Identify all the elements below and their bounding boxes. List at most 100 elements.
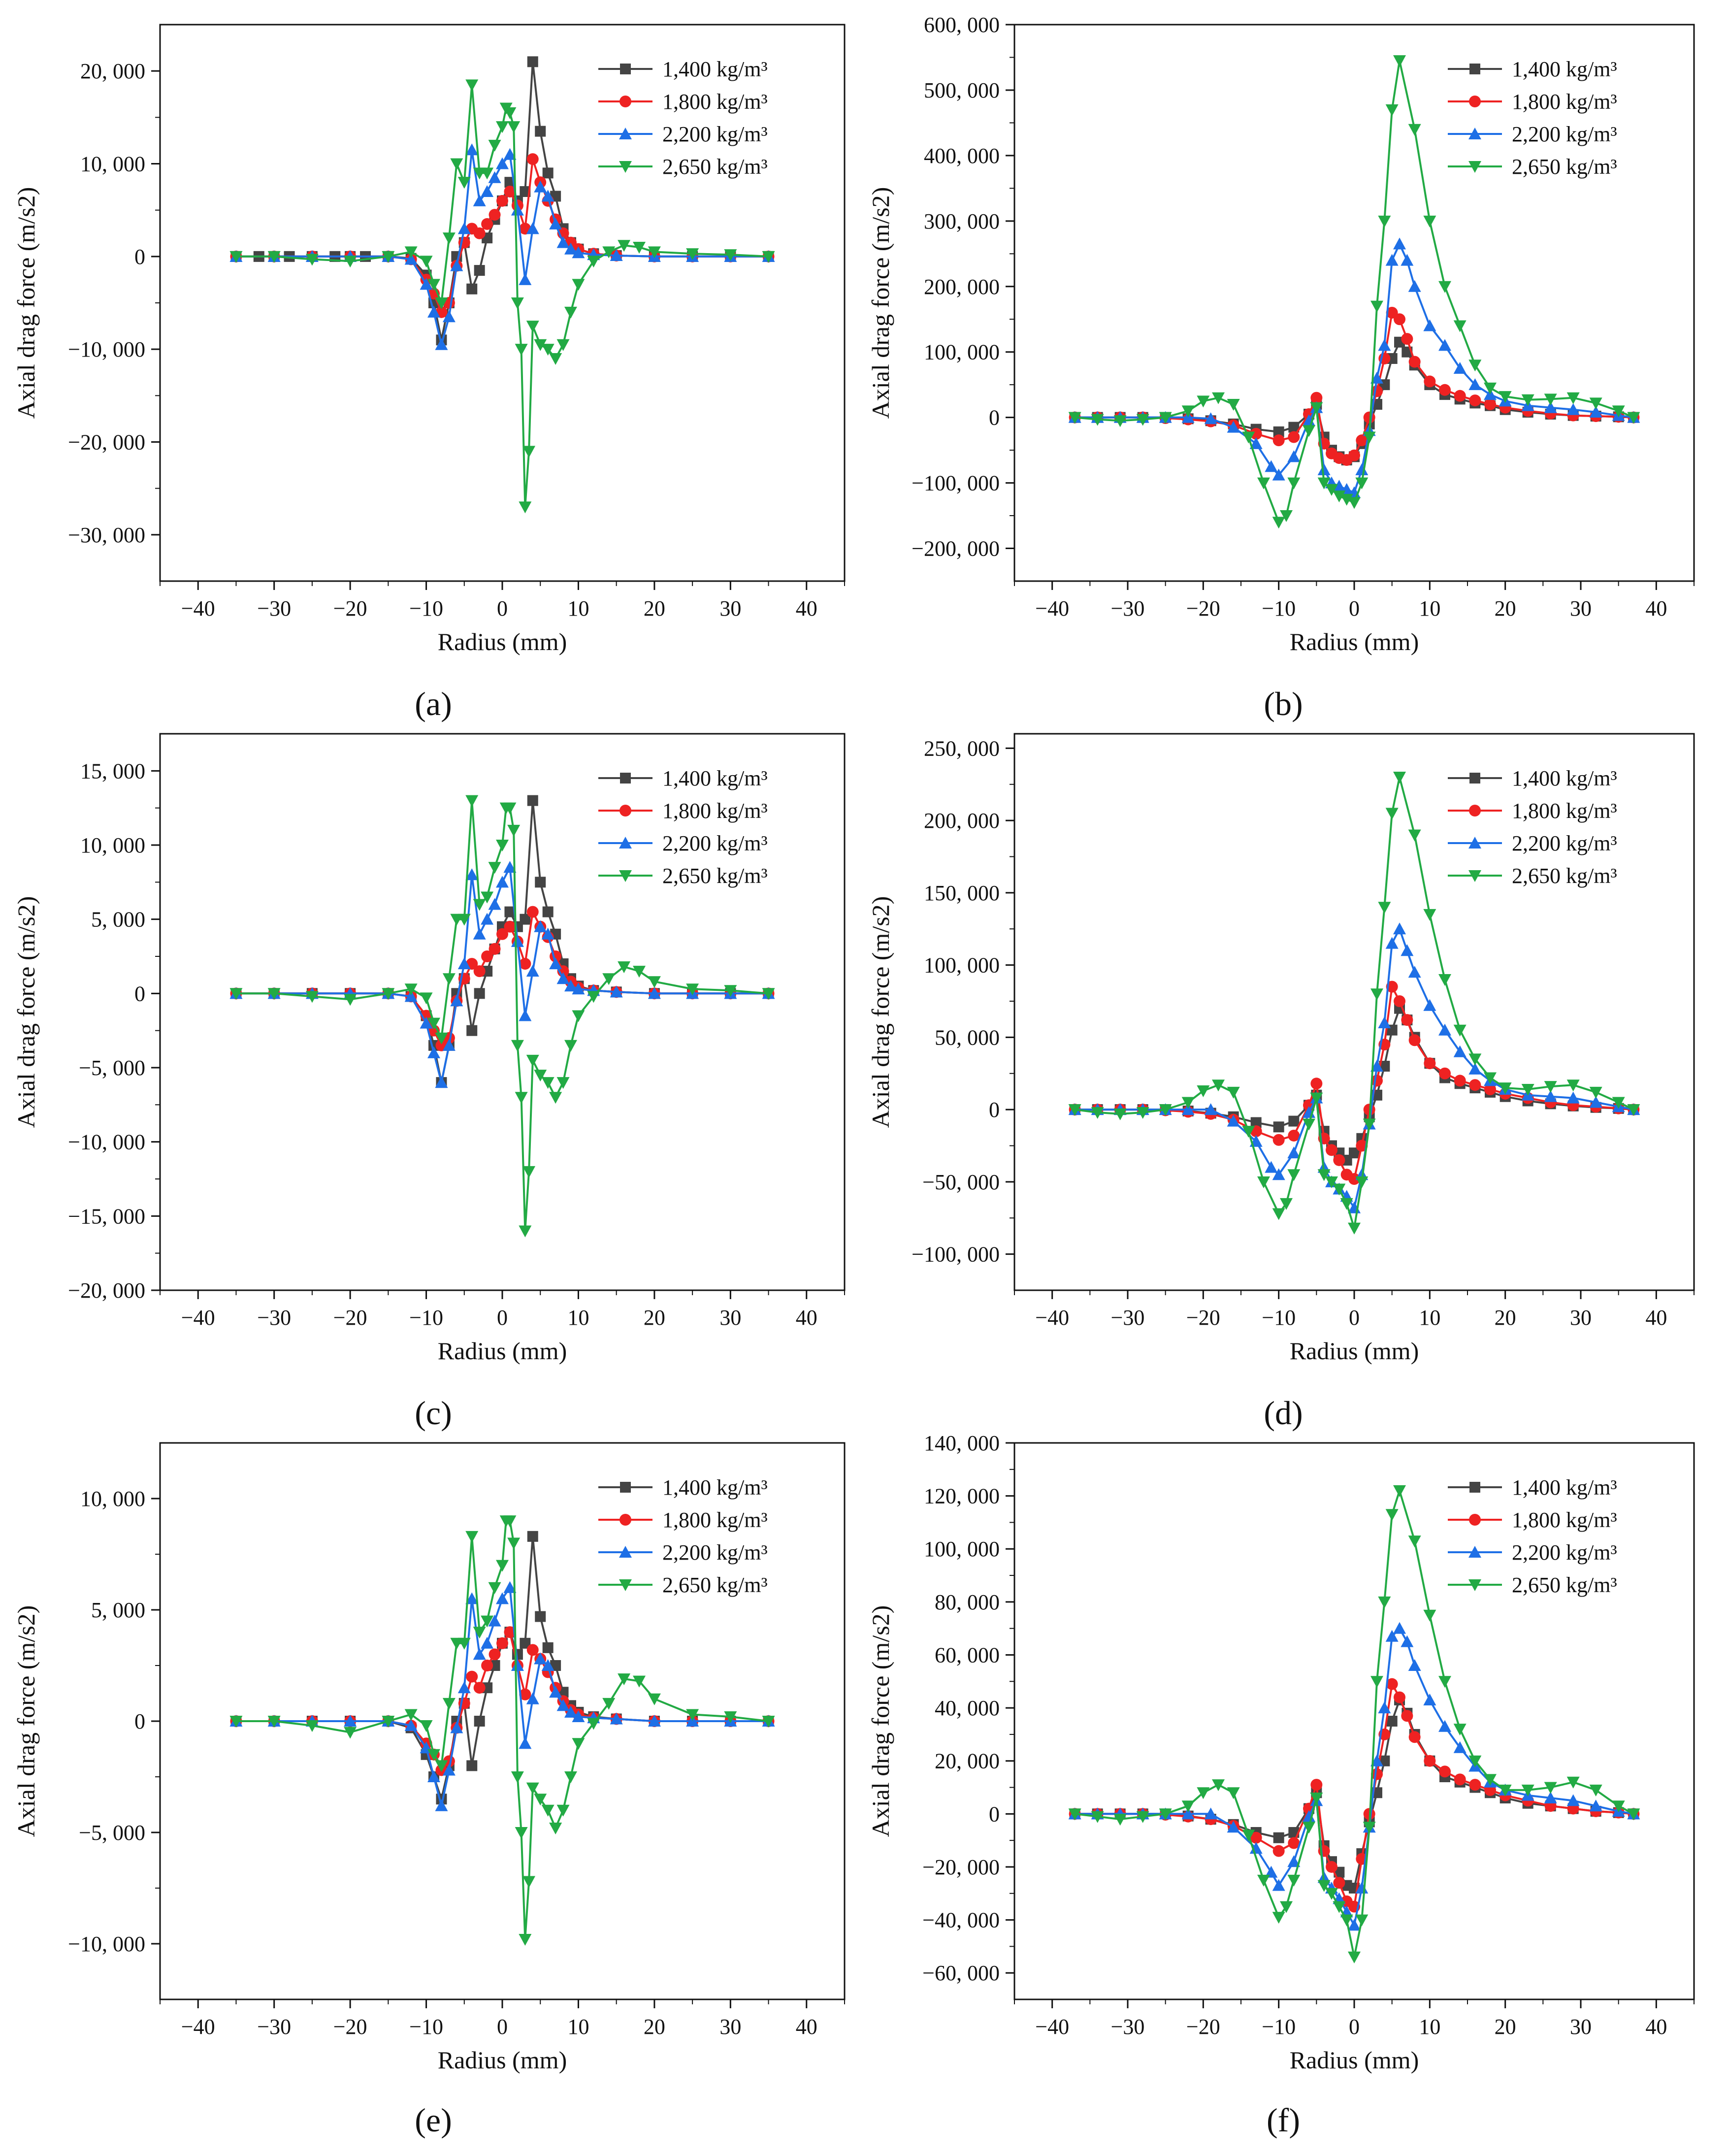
data-point xyxy=(1484,1774,1497,1786)
data-point xyxy=(610,249,623,261)
data-point xyxy=(1250,1117,1262,1128)
data-point xyxy=(542,906,554,917)
data-point xyxy=(1272,1845,1285,1857)
x-tick-label: 40 xyxy=(796,596,817,621)
data-point xyxy=(267,1716,281,1728)
data-point xyxy=(1326,1144,1337,1156)
data-point xyxy=(503,107,517,119)
y-tick-label: 0 xyxy=(134,981,145,1006)
x-tick-label: 0 xyxy=(497,2015,508,2039)
x-tick-label: 0 xyxy=(497,1306,508,1330)
data-point xyxy=(229,988,243,1000)
data-point xyxy=(1544,1090,1557,1102)
data-point xyxy=(267,988,281,1000)
data-point xyxy=(1385,808,1399,820)
y-tick-label: −20, 000 xyxy=(68,1278,145,1303)
data-point xyxy=(1325,1888,1338,1900)
data-point xyxy=(648,246,661,259)
data-point xyxy=(496,1592,509,1604)
y-axis-label: Axial drag force (m/s2) xyxy=(867,896,894,1128)
legend-label: 2,200 kg/m³ xyxy=(662,122,768,146)
data-point xyxy=(1386,1716,1398,1727)
data-point xyxy=(305,1720,319,1732)
x-axis-label: Radius (mm) xyxy=(1290,1337,1419,1365)
data-point xyxy=(686,983,699,996)
x-tick-label: 0 xyxy=(1349,1306,1360,1330)
panel-label-f: (f) xyxy=(1267,2101,1300,2139)
data-point xyxy=(473,1648,486,1660)
data-point xyxy=(503,802,517,815)
data-point xyxy=(474,1716,485,1727)
data-point xyxy=(1454,1773,1466,1786)
legend: 1,400 kg/m³ 1,800 kg/m³ 2,200 kg/m³ 2,650 k… xyxy=(598,1475,768,1597)
data-point xyxy=(1612,1097,1625,1109)
y-tick-label: 100, 000 xyxy=(924,1537,1000,1561)
y-axis-label: Axial drag force (m/s2) xyxy=(12,187,40,419)
data-point xyxy=(267,251,281,263)
y-tick-label: 500, 000 xyxy=(924,78,1000,102)
data-point xyxy=(549,1092,562,1104)
y-tick-label: 0 xyxy=(134,245,145,269)
data-point xyxy=(1227,1086,1240,1099)
data-point xyxy=(1159,1808,1172,1821)
data-point xyxy=(503,1581,517,1593)
data-point xyxy=(602,246,616,259)
data-point xyxy=(1265,1865,1278,1878)
data-point xyxy=(1469,394,1481,407)
legend-label: 2,650 kg/m³ xyxy=(1512,864,1617,888)
data-point xyxy=(457,1637,471,1650)
data-point xyxy=(466,1670,478,1683)
x-tick-label: 0 xyxy=(1349,2015,1360,2039)
x-tick-label: −10 xyxy=(1262,1306,1296,1330)
y-axis-label: Axial drag force (m/s2) xyxy=(867,187,894,419)
legend-label: 1,800 kg/m³ xyxy=(662,90,768,114)
data-point xyxy=(1310,1779,1323,1791)
legend-label: 1,400 kg/m³ xyxy=(1512,1475,1617,1500)
y-tick-label: −100, 000 xyxy=(912,1242,1000,1267)
legend-marker xyxy=(1469,96,1481,107)
data-point xyxy=(1468,1053,1482,1066)
data-point xyxy=(1423,909,1436,921)
x-axis-label: Radius (mm) xyxy=(438,2046,567,2074)
data-point xyxy=(1303,425,1315,437)
y-tick-label: −5, 000 xyxy=(79,1821,145,1845)
data-point xyxy=(1242,1126,1255,1138)
data-point xyxy=(1333,1183,1346,1196)
data-point xyxy=(1438,974,1451,986)
data-point xyxy=(1589,1784,1602,1797)
data-point xyxy=(465,868,479,881)
data-point xyxy=(1363,1118,1376,1131)
data-point xyxy=(496,195,508,207)
data-point xyxy=(1340,1914,1353,1927)
data-point xyxy=(496,157,509,169)
data-point xyxy=(1612,405,1625,418)
data-point xyxy=(507,121,521,133)
data-point xyxy=(602,1698,616,1710)
data-point xyxy=(535,1611,546,1622)
data-point xyxy=(473,1682,486,1694)
x-axis-label: Radius (mm) xyxy=(438,1337,567,1365)
data-point xyxy=(686,1709,699,1721)
data-point xyxy=(1181,1097,1195,1109)
data-point xyxy=(527,56,538,67)
x-tick-label: −40 xyxy=(1035,2015,1069,2039)
legend-label: 2,200 kg/m³ xyxy=(662,1540,768,1565)
y-axis-label: Axial drag force (m/s2) xyxy=(867,1605,894,1837)
legend-marker xyxy=(620,64,631,74)
data-point xyxy=(1393,772,1406,784)
data-point xyxy=(511,1771,524,1783)
data-point xyxy=(1468,378,1482,391)
data-point xyxy=(473,227,486,239)
legend-label: 2,200 kg/m³ xyxy=(662,831,768,855)
data-point xyxy=(488,862,501,874)
data-point xyxy=(534,1652,547,1665)
data-point xyxy=(610,1712,623,1725)
data-point xyxy=(564,1705,577,1718)
data-point xyxy=(1438,1676,1451,1688)
data-point xyxy=(549,217,562,229)
data-point xyxy=(489,209,501,221)
data-point xyxy=(1310,1078,1323,1090)
data-point xyxy=(1378,902,1391,914)
data-point xyxy=(549,1822,562,1834)
data-point xyxy=(1468,1755,1482,1767)
